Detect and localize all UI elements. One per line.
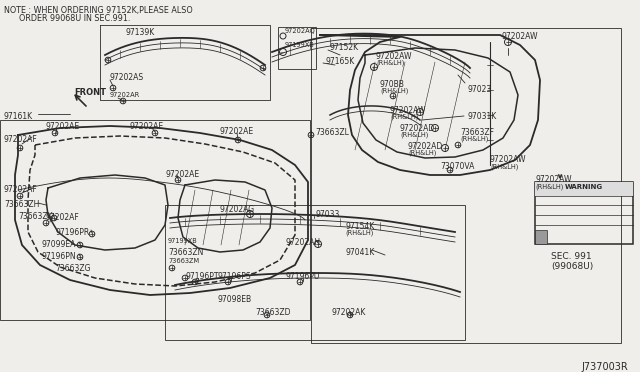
Text: 97202AE: 97202AE xyxy=(220,127,254,136)
Text: 97202AE: 97202AE xyxy=(165,170,199,179)
Text: 97031K: 97031K xyxy=(468,112,497,121)
Bar xyxy=(535,230,547,244)
Text: 97196PU: 97196PU xyxy=(285,272,319,281)
Text: 73663ZK: 73663ZK xyxy=(18,212,52,221)
Text: (RH&LH): (RH&LH) xyxy=(390,114,419,121)
Text: 97202AE: 97202AE xyxy=(130,122,164,131)
Text: 97202AQ: 97202AQ xyxy=(285,28,316,34)
Text: SEC. 991: SEC. 991 xyxy=(551,252,591,261)
Text: (RH&LH): (RH&LH) xyxy=(345,230,373,237)
Text: NOTE : WHEN ORDERING 97152K,PLEASE ALSO: NOTE : WHEN ORDERING 97152K,PLEASE ALSO xyxy=(4,6,193,15)
Text: 97202AK: 97202AK xyxy=(332,308,366,317)
Bar xyxy=(311,28,621,343)
Text: (RH&LH): (RH&LH) xyxy=(376,60,404,67)
Text: 97202AH: 97202AH xyxy=(285,238,320,247)
Text: J737003R: J737003R xyxy=(581,362,628,372)
Text: 970BB: 970BB xyxy=(380,80,405,89)
Text: 97161K: 97161K xyxy=(4,112,33,121)
Text: 97202AW: 97202AW xyxy=(376,52,413,61)
Text: FRONT: FRONT xyxy=(74,88,106,97)
Text: 73070VA: 73070VA xyxy=(440,162,474,171)
Text: 73663ZD: 73663ZD xyxy=(255,308,291,317)
Bar xyxy=(0,120,310,320)
Text: 97202AW: 97202AW xyxy=(502,32,538,41)
Text: (RH&LH): (RH&LH) xyxy=(460,136,488,142)
Text: 97202AS: 97202AS xyxy=(110,73,144,82)
Text: 97202AD: 97202AD xyxy=(400,124,435,133)
Text: 97098EB: 97098EB xyxy=(218,295,252,304)
Bar xyxy=(535,182,633,196)
Text: 97202AW: 97202AW xyxy=(535,175,572,184)
Text: 97202AF: 97202AF xyxy=(4,185,38,194)
Text: 97196PR: 97196PR xyxy=(55,228,89,237)
Text: WARNING: WARNING xyxy=(565,184,603,190)
Text: 73663ZG: 73663ZG xyxy=(55,264,90,273)
Text: 97152K: 97152K xyxy=(330,43,359,52)
Text: (RH&LH): (RH&LH) xyxy=(380,88,408,94)
Text: 73663ZH: 73663ZH xyxy=(4,200,40,209)
Text: 97202AW: 97202AW xyxy=(390,106,426,115)
Text: 97202AW: 97202AW xyxy=(490,155,527,164)
Text: ORDER 99068U IN SEC.991.: ORDER 99068U IN SEC.991. xyxy=(4,14,131,23)
Text: (99068U): (99068U) xyxy=(551,262,593,271)
Text: 73663ZN: 73663ZN xyxy=(168,248,204,257)
Text: 97099EA: 97099EA xyxy=(42,240,76,249)
Text: 97041K: 97041K xyxy=(345,248,374,257)
Text: (RH&LH): (RH&LH) xyxy=(408,150,436,157)
Text: 97199XB: 97199XB xyxy=(285,42,315,48)
Text: 97202AD: 97202AD xyxy=(408,142,444,151)
Text: (RH&LH): (RH&LH) xyxy=(400,132,428,138)
Text: 97202AE: 97202AE xyxy=(45,122,79,131)
Text: 97196PS: 97196PS xyxy=(218,272,252,281)
Text: 97033: 97033 xyxy=(315,210,339,219)
Text: 97202AF: 97202AF xyxy=(45,213,79,222)
Text: 97139K: 97139K xyxy=(125,28,154,37)
Bar xyxy=(278,27,316,69)
Bar xyxy=(535,182,633,244)
Bar xyxy=(165,205,465,340)
Text: 97196PT: 97196PT xyxy=(185,272,218,281)
Text: 97199XB: 97199XB xyxy=(168,238,198,244)
Text: 97202AR: 97202AR xyxy=(110,92,140,98)
Text: 97165K: 97165K xyxy=(325,57,355,66)
Text: 97196PN: 97196PN xyxy=(42,252,77,261)
Text: 73663ZL: 73663ZL xyxy=(315,128,349,137)
Text: 97202AF: 97202AF xyxy=(4,135,38,144)
Text: (RH&LH): (RH&LH) xyxy=(535,183,563,189)
Text: 97154K: 97154K xyxy=(345,222,374,231)
Text: 97023: 97023 xyxy=(467,85,492,94)
Text: (RH&LH): (RH&LH) xyxy=(490,163,518,170)
Text: 73663ZM: 73663ZM xyxy=(168,258,199,264)
Text: 73663ZF: 73663ZF xyxy=(460,128,494,137)
Text: 97202AG: 97202AG xyxy=(220,205,255,214)
